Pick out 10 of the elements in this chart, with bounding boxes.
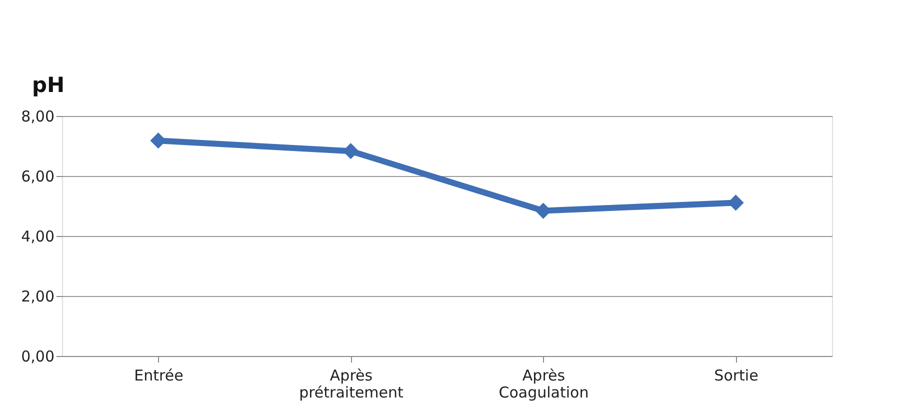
y-tick-label: 4,00 (21, 228, 54, 246)
x-tick-label: Entrée (134, 366, 184, 384)
y-tick-label: 2,00 (21, 288, 54, 306)
x-tick-label: Après Coagulation (498, 366, 589, 402)
x-tick-label: Après prétraitement (299, 366, 404, 402)
y-axis-title: pH (32, 73, 65, 97)
y-tick-label: 0,00 (21, 348, 54, 366)
y-tick-label: 8,00 (21, 108, 54, 126)
y-tick-label: 6,00 (21, 168, 54, 186)
x-tick-label: Sortie (714, 366, 758, 384)
